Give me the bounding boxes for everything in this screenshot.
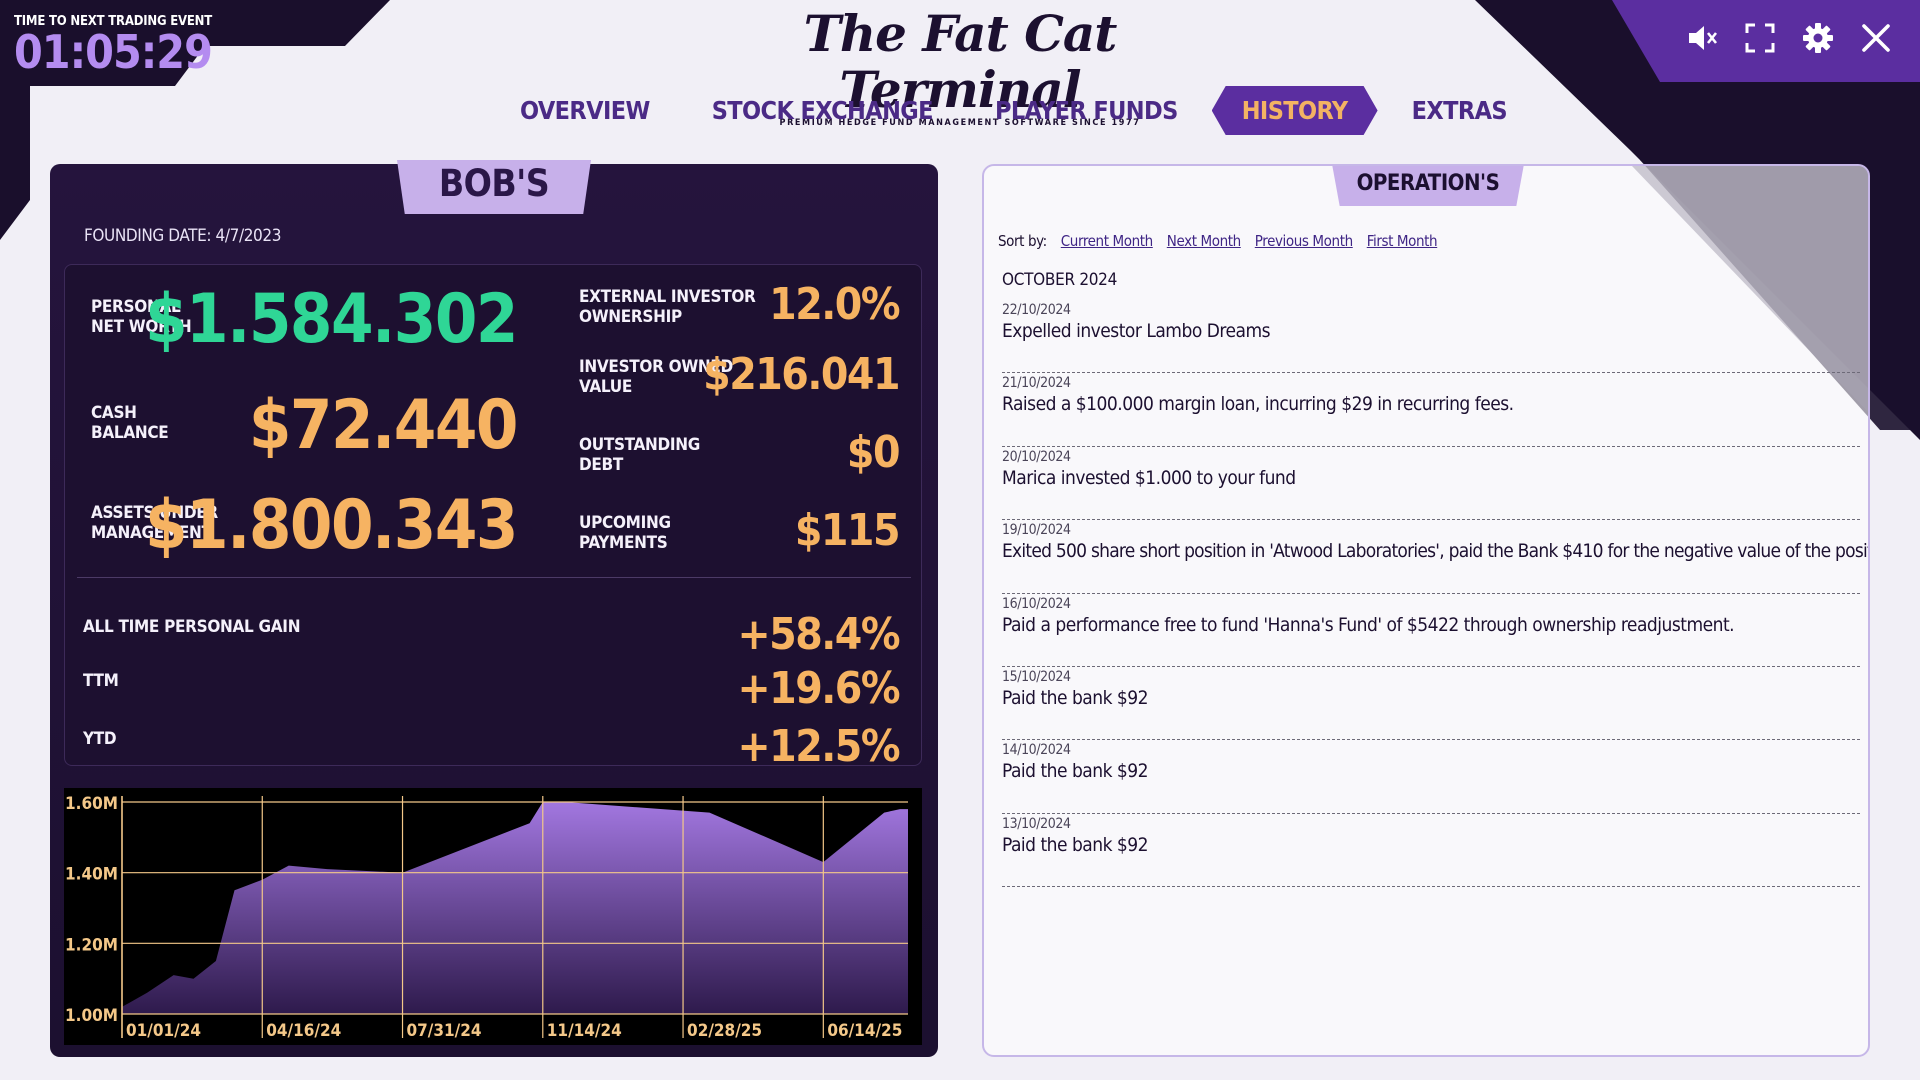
- stat-assets-under-management: ASSETS UNDER MANAGEMENT $1.800.343: [91, 491, 519, 561]
- stat-investor-owned-value: INVESTOR OWNED VALUE $216.041: [579, 351, 900, 399]
- sort-previous-month[interactable]: Previous Month: [1254, 232, 1353, 250]
- logo-subtitle: PREMIUM HEDGE FUND MANAGEMENT SOFTWARE S…: [779, 118, 1141, 128]
- stat-label: TTM: [83, 671, 119, 691]
- log-entry-date: 20/10/2024: [1002, 448, 1071, 465]
- tab-overview[interactable]: OVERVIEW: [520, 96, 650, 125]
- operations-log-panel: OPERATION'S LOG Sort by: Current Month N…: [982, 164, 1870, 1057]
- stat-ttm: TTM +19.6%: [83, 665, 900, 713]
- log-entry-text: Exited 500 share short position in 'Atwo…: [1002, 540, 1870, 563]
- log-entry: 21/10/2024 Raised a $100.000 margin loan…: [1002, 373, 1860, 447]
- tab-stock-exchange[interactable]: STOCK EXCHANGE: [711, 96, 934, 125]
- chart-x-tick-label: 07/31/24: [407, 1021, 482, 1041]
- log-entry-date: 19/10/2024: [1002, 522, 1071, 539]
- log-entry-text: Paid a performance free to fund 'Hanna's…: [1002, 613, 1735, 636]
- fund-title: BOB'S FUND: [397, 160, 591, 214]
- stats-box: PERSONAL NET WORTH $1.584.302 CASH BALAN…: [64, 264, 922, 771]
- stats-divider: [77, 577, 911, 578]
- stat-value: $0: [846, 427, 901, 478]
- sort-next-month[interactable]: Next Month: [1166, 232, 1241, 250]
- stat-label: UPCOMING PAYMENTS: [579, 513, 671, 553]
- fund-panel: BOB'S FUND FOUNDING DATE: 4/7/2023 PERSO…: [50, 160, 938, 1057]
- timer-value: 01:05:29: [14, 25, 213, 79]
- stat-cash-balance: CASH BALANCE $72.440: [91, 391, 519, 461]
- stat-value: +19.6%: [737, 663, 901, 714]
- stat-personal-net-worth: PERSONAL NET WORTH $1.584.302: [91, 285, 519, 355]
- sort-label: Sort by:: [998, 232, 1047, 250]
- stat-label: CASH BALANCE: [91, 403, 169, 443]
- chart-svg: 1.00M 1.20M 1.40M 1.60M 01/01/24 04/16/24 07/3…: [65, 794, 908, 1041]
- sort-first-month[interactable]: First Month: [1366, 232, 1438, 250]
- stat-label: ASSETS UNDER MANAGEMENT: [91, 503, 218, 543]
- trading-event-timer: TIME TO NEXT TRADING EVENT 01:05:29: [14, 14, 213, 79]
- log-entry: 19/10/2024 Exited 500 share short positi…: [1002, 520, 1870, 594]
- stat-value: $72.440: [248, 386, 519, 465]
- log-entry-date: 16/10/2024: [1002, 595, 1071, 612]
- main-nav: OVERVIEW STOCK EXCHANGE PLAYER FUNDS HIS…: [520, 86, 1569, 135]
- log-entry-date: 21/10/2024: [1002, 375, 1071, 392]
- log-entry-date: 22/10/2024: [1002, 302, 1071, 318]
- stat-outstanding-debt: OUTSTANDING DEBT $0: [579, 429, 901, 477]
- log-title: OPERATION'S LOG: [1332, 166, 1524, 206]
- timer-label: TIME TO NEXT TRADING EVENT: [14, 14, 213, 29]
- log-entry-text: Raised a $100.000 margin loan, incurring…: [1002, 393, 1514, 416]
- stat-label: EXTERNAL INVESTOR OWNERSHIP: [579, 287, 756, 327]
- tab-extras[interactable]: EXTRAS: [1411, 96, 1508, 125]
- log-entry: 22/10/2024 Expelled investor Lambo Dream…: [1002, 300, 1860, 374]
- log-entry: 20/10/2024 Marica invested $1.000 to you…: [1002, 447, 1860, 521]
- net-worth-chart: 1.00M 1.20M 1.40M 1.60M 01/01/24 04/16/24 07/3…: [64, 788, 922, 1045]
- window-controls: [1686, 22, 1892, 54]
- log-entry: 16/10/2024 Paid a performance free to fu…: [1002, 594, 1860, 667]
- chart-y-tick-label: 1.40M: [65, 865, 118, 885]
- chart-x-tick-label: 11/14/24: [547, 1021, 622, 1041]
- stat-label: ALL TIME PERSONAL GAIN: [83, 617, 301, 637]
- log-entry: 14/10/2024 Paid the bank $92: [1002, 740, 1860, 814]
- chart-y-tick-label: 1.60M: [65, 794, 118, 814]
- stat-value: $1.584.302: [144, 280, 519, 359]
- gear-icon[interactable]: [1802, 22, 1834, 54]
- log-entry: 13/10/2024 Paid the bank $92: [1002, 814, 1860, 888]
- chart-area: [122, 802, 908, 1014]
- stat-label: INVESTOR OWNED VALUE: [579, 357, 733, 397]
- log-entry-text: Paid the bank $92: [1002, 760, 1149, 783]
- log-entry-text: Expelled investor Lambo Dreams: [1002, 320, 1271, 342]
- log-entries: 22/10/2024 Expelled investor Lambo Dream…: [1002, 300, 1870, 888]
- tab-player-funds[interactable]: PLAYER FUNDS: [994, 96, 1178, 125]
- chart-y-tick-label: 1.00M: [65, 1006, 118, 1026]
- stat-value: 12.0%: [769, 279, 900, 330]
- stat-label: YTD: [83, 729, 117, 749]
- chart-x-tick-label: 06/14/25: [827, 1021, 902, 1041]
- log-entry-date: 15/10/2024: [1002, 668, 1071, 685]
- stat-label: OUTSTANDING DEBT: [579, 435, 701, 475]
- fullscreen-icon[interactable]: [1744, 22, 1776, 54]
- mute-icon[interactable]: [1686, 22, 1718, 54]
- log-entry: 15/10/2024 Paid the bank $92: [1002, 667, 1860, 741]
- stat-value: $115: [794, 505, 901, 556]
- chart-x-tick-label: 02/28/25: [687, 1021, 762, 1041]
- log-entry-text: Paid the bank $92: [1002, 833, 1149, 856]
- tab-history[interactable]: HISTORY: [1212, 86, 1378, 135]
- sort-current-month[interactable]: Current Month: [1060, 232, 1153, 250]
- log-entry-text: Marica invested $1.000 to your fund: [1002, 466, 1296, 489]
- founding-date: FOUNDING DATE: 4/7/2023: [84, 226, 282, 246]
- stat-value: +58.4%: [737, 609, 901, 660]
- app-logo: The Fat Cat Terminal PREMIUM HEDGE FUND …: [680, 4, 1240, 129]
- stat-all-time-gain: ALL TIME PERSONAL GAIN +58.4%: [83, 611, 900, 659]
- stat-value: $216.041: [703, 349, 900, 400]
- stat-external-investor-ownership: EXTERNAL INVESTOR OWNERSHIP 12.0%: [579, 281, 900, 329]
- chart-x-tick-label: 04/16/24: [266, 1021, 341, 1041]
- close-icon[interactable]: [1860, 22, 1892, 54]
- logo-title: The Fat Cat Terminal: [803, 4, 1118, 119]
- log-entry-date: 13/10/2024: [1002, 815, 1071, 832]
- chart-y-tick-label: 1.20M: [65, 935, 118, 955]
- log-entry-date: 14/10/2024: [1002, 742, 1071, 759]
- stat-value: $1.800.343: [144, 486, 519, 565]
- stat-value: +12.5%: [737, 721, 901, 772]
- log-entry-text: Paid the bank $92: [1002, 686, 1149, 709]
- chart-x-tick-label: 01/01/24: [126, 1021, 201, 1041]
- sort-bar: Sort by: Current Month Next Month Previo…: [998, 232, 1438, 250]
- stat-upcoming-payments: UPCOMING PAYMENTS $115: [579, 507, 901, 555]
- stat-label: PERSONAL NET WORTH: [91, 297, 192, 337]
- stat-ytd: YTD +12.5%: [83, 723, 900, 771]
- log-month: OCTOBER 2024: [1002, 270, 1118, 290]
